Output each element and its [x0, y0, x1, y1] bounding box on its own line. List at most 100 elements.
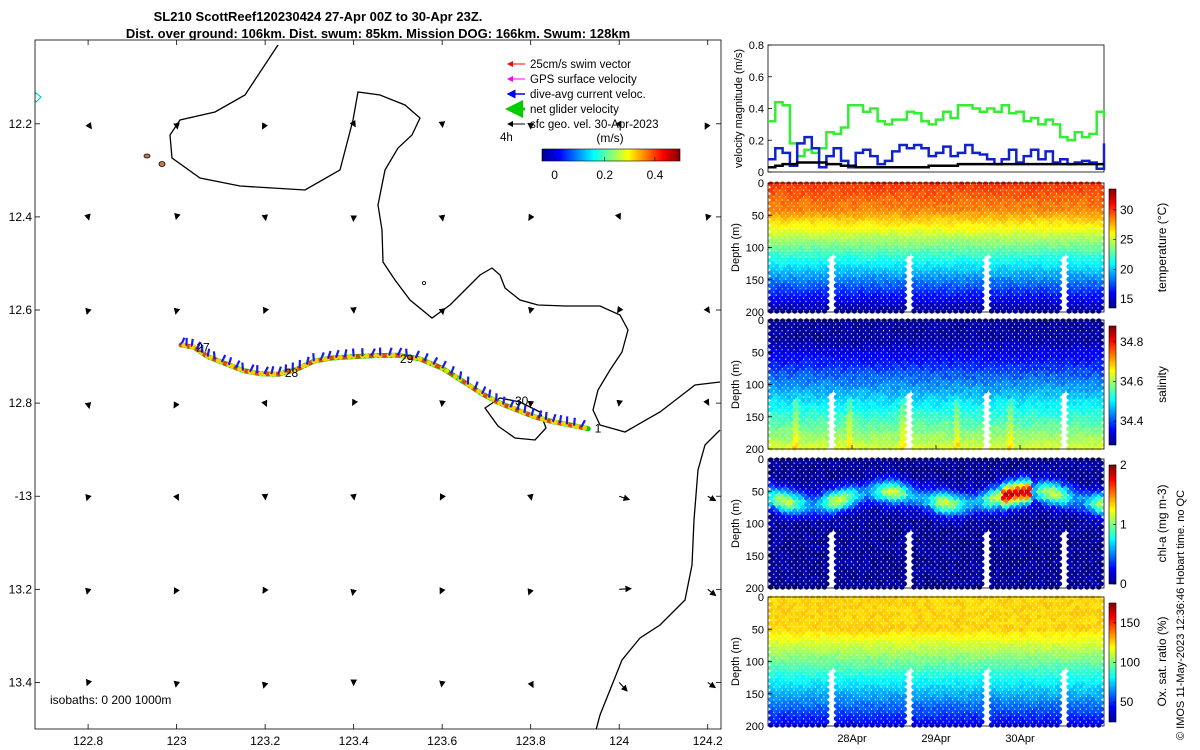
section-sample-point [941, 308, 947, 314]
section-sample-point [917, 308, 923, 314]
geo-velocity-vector [262, 306, 270, 315]
section-sample-point [1066, 445, 1072, 451]
track-dive-point [391, 352, 396, 358]
day-label: 30 [515, 394, 529, 408]
colorbar-tick-label: 0 [551, 168, 558, 182]
geo-velocity-vector [85, 307, 92, 316]
section-sample-point [809, 445, 816, 451]
dive-avg-current-vector [312, 353, 315, 362]
colorbar-tick-label: 0.2 [596, 168, 613, 182]
geo-velocity-vector [439, 680, 446, 688]
section-sample-point [953, 308, 959, 314]
glider-track [178, 337, 591, 432]
section-sample-point [905, 388, 911, 394]
velocity-y-tick-label: 0 [758, 167, 764, 179]
section-sample-point [911, 445, 917, 451]
geo-velocity-vector [703, 306, 710, 314]
section-sample-point [1036, 308, 1042, 314]
x-tick-label: 123.4 [339, 734, 369, 748]
section-sample-point [1012, 308, 1018, 314]
geo-velocity-vector [174, 212, 181, 221]
reef-contour [484, 397, 547, 441]
section-sample-point [768, 308, 774, 314]
section-sample-point [1072, 445, 1078, 451]
geo-velocity-vector [173, 307, 181, 315]
section-sample-point [899, 445, 905, 451]
section-sample-point [1030, 445, 1036, 451]
colorbar-tick-label: 0.4 [647, 168, 664, 182]
dive-avg-current-vector [284, 364, 288, 373]
track-dive-point [272, 371, 278, 377]
y-tick-label: 12.6 [9, 303, 33, 317]
shelf-contour [595, 429, 721, 729]
y-tick-label: 13.4 [9, 675, 33, 689]
map-frame [34, 39, 722, 730]
section-sample-point [1024, 308, 1030, 314]
geo-velocity-vector [261, 681, 269, 689]
dive-avg-current-vector [551, 413, 557, 423]
geo-velocity-vector [618, 682, 628, 692]
velocity-y-tick-label: 0.2 [749, 135, 764, 147]
legend-label: sfc geo. vel. 30-Apr-2023 [530, 119, 659, 131]
section-sample-point [976, 445, 983, 451]
y-tick-label: -13 [15, 489, 33, 503]
geo-velocity-vector [173, 401, 180, 409]
colorbar-tick-label: 25 [1120, 233, 1134, 247]
section-sample-point [774, 445, 780, 451]
dive-avg-current-vector [241, 362, 245, 371]
section-sample-point [905, 251, 911, 257]
section-sample-point [1078, 308, 1084, 314]
geo-velocity-vector [707, 588, 717, 597]
geostrophic-vector-field [84, 120, 717, 692]
geo-velocity-vector [704, 122, 711, 130]
geo-velocity-vector [438, 214, 446, 222]
dive-avg-current-vector [195, 341, 202, 350]
section-sample-point [768, 445, 774, 451]
dive-avg-current-vector [523, 404, 527, 414]
colorbar-unit-label: (m/s) [596, 131, 623, 145]
section-sample-point [893, 308, 899, 314]
geo-velocity-vector [439, 587, 446, 595]
depth-axis-label: Depth (m) [730, 223, 742, 272]
dive-avg-current-vector [449, 365, 455, 375]
dive-avg-current-vector [558, 414, 563, 424]
section-sample-point [833, 308, 840, 314]
map-axes: 122.8 123 123.2 123.4 123.6 123.8 124 124.212.2… [9, 40, 723, 748]
section-sample-point [982, 251, 989, 257]
dive-avg-current-vector [305, 356, 310, 365]
reef-islet [421, 280, 426, 285]
dive-avg-current-vector [432, 356, 439, 366]
dive-avg-current-vector [263, 366, 269, 375]
colorbar-tick-label: 20 [1120, 262, 1134, 276]
track-dive-point [265, 371, 271, 377]
section-sample-point [1030, 308, 1036, 314]
track-dive-point [382, 353, 388, 358]
section-sample-point [863, 445, 869, 451]
dive-avg-current-vector [473, 381, 479, 390]
geo-velocity-vector [439, 493, 446, 501]
day-label: 27 [196, 340, 210, 354]
colorbar-label: salinity [1155, 366, 1169, 403]
legend-label: GPS surface velocity [530, 74, 637, 86]
section-sample-point [965, 308, 971, 314]
depth-tick-label: 0 [758, 315, 764, 327]
geo-velocity-vector [85, 678, 93, 687]
section-sample-point [1084, 445, 1090, 451]
track-dive-point [426, 360, 432, 366]
x-tick-label: 123 [167, 734, 187, 748]
geo-velocity-vector [262, 586, 269, 594]
section-sample-point [780, 445, 786, 451]
section-sample-point [988, 308, 995, 314]
geo-velocity-vector [619, 585, 632, 593]
dive-avg-current-vector [277, 366, 282, 375]
section-sample-point [1006, 445, 1012, 451]
dive-avg-current-vector [227, 356, 233, 366]
section-sample-point [821, 308, 828, 314]
section-sample-point [857, 308, 863, 314]
velocity-y-axis-label: velocity magnitude (m/s) [733, 49, 745, 168]
title-line-1: SL210 ScottReef120230424 27-Apr 00Z to 3… [154, 9, 483, 24]
section-sample-point [786, 584, 792, 590]
section-sample-point [971, 308, 977, 314]
